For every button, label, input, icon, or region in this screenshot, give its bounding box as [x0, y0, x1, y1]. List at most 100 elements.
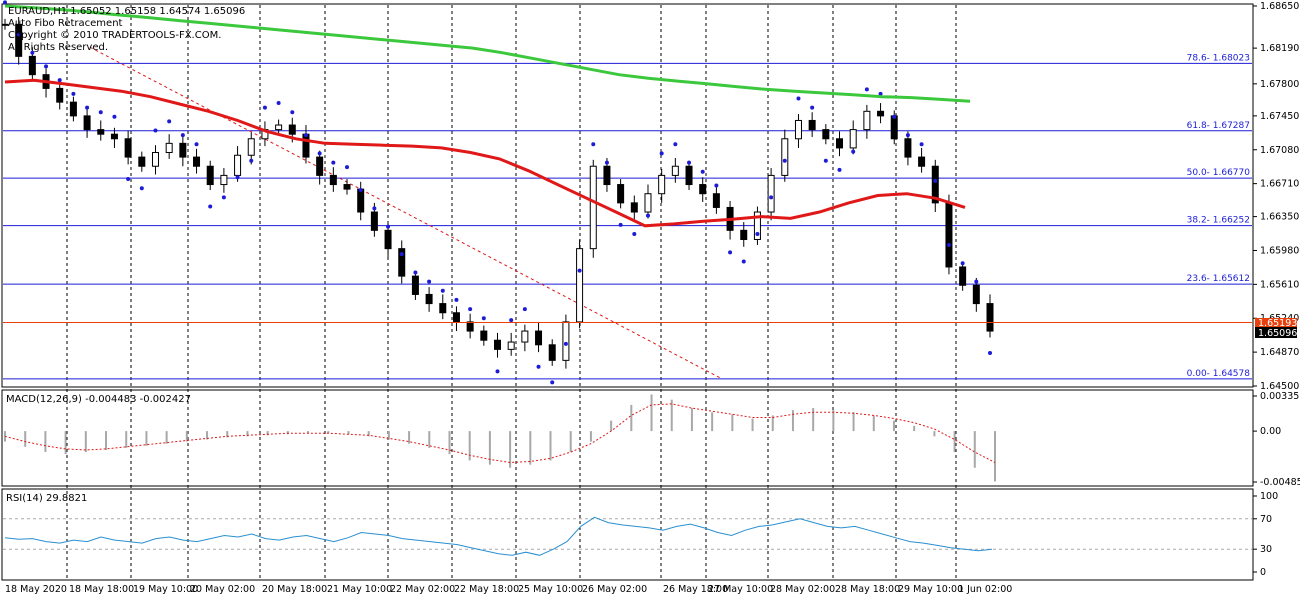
sar-dot — [440, 288, 445, 293]
sar-dot — [851, 149, 856, 154]
sar-dot — [755, 232, 760, 236]
sar-dot — [933, 178, 938, 183]
sar-dot — [290, 110, 295, 115]
candle-body — [644, 193, 652, 213]
candle-body — [767, 174, 775, 213]
candle-body — [357, 188, 365, 213]
sar-dot — [988, 351, 992, 356]
candle-body — [959, 266, 967, 286]
candles — [1, 16, 994, 369]
sar-dot — [386, 224, 391, 229]
candle-body — [576, 248, 584, 323]
sar-dot — [98, 110, 103, 115]
sar-dot — [700, 169, 705, 174]
candle-body — [945, 202, 953, 268]
candle-body — [1, 23, 9, 26]
candle-body — [836, 138, 844, 149]
time-tick-label: 27 May 10:00 — [708, 584, 773, 595]
candle-body — [658, 174, 666, 195]
sar-dot — [919, 142, 924, 147]
candle-body — [548, 344, 556, 361]
sar-dot — [782, 158, 787, 163]
sar-dot — [427, 279, 432, 284]
candle-body — [384, 229, 392, 250]
time-tick-label: 28 May 18:00 — [835, 584, 900, 595]
bid-price-tag — [1255, 318, 1297, 328]
candle-body — [302, 133, 310, 158]
candle-body — [220, 174, 228, 186]
macd-tick-label: 0.00335 — [1260, 391, 1299, 402]
candle-body — [863, 110, 871, 131]
candle-body — [97, 129, 105, 135]
candle-body — [972, 284, 980, 305]
copyright-text: Copyright © 2010 TRADERTOOLS-FX.COM. — [8, 30, 221, 41]
sar-dot — [194, 142, 199, 147]
time-tick-label: 18 May 2020 — [5, 584, 67, 595]
candle-body — [986, 303, 994, 332]
sar-dot — [878, 91, 883, 96]
candle-body — [234, 154, 242, 176]
candle-body — [69, 101, 77, 117]
candle-body — [288, 124, 296, 135]
candle-body — [521, 330, 529, 343]
candle-body — [247, 138, 255, 156]
current-price-text: 1.65096 — [1258, 328, 1297, 339]
price-tick-label: 1.67800 — [1260, 79, 1299, 90]
candle-body — [671, 165, 679, 176]
candle-body — [589, 165, 597, 250]
sar-dot — [85, 105, 90, 110]
sar-dot — [249, 158, 254, 163]
current-price-tag — [1255, 327, 1297, 338]
sar-dot — [413, 270, 418, 275]
sar-dot — [71, 91, 76, 96]
sar-dot — [946, 242, 951, 247]
sar-dot — [509, 318, 514, 323]
sar-dot — [604, 160, 609, 165]
symbol-line: EURAUD,H1 1.65052 1.65158 1.64574 1.6509… — [8, 6, 245, 17]
macd-plot: 0.00335 0.00 -0.004856 — [4, 391, 1300, 488]
sar-dot — [358, 188, 363, 193]
candle-body — [370, 211, 378, 231]
time-tick-label: 26 May 02:00 — [582, 584, 647, 595]
sar-dot — [769, 195, 774, 200]
time-tick-label: 25 May 10:00 — [518, 584, 583, 595]
sar-dot — [345, 165, 350, 170]
time-tick-label: 28 May 02:00 — [770, 584, 835, 595]
candle-body — [151, 152, 159, 167]
sar-dot — [810, 105, 815, 110]
sar-dot — [577, 268, 582, 273]
rsi-plot: 100 70 30 0 — [3, 491, 1278, 578]
sar-dot — [262, 105, 267, 110]
sar-dot — [563, 341, 568, 346]
candle-body — [193, 156, 201, 167]
rights-text: All Rights Reserved. — [8, 42, 108, 53]
sar-dot — [235, 175, 240, 180]
sar-dot — [728, 250, 733, 255]
price-tick-label: 1.68650 — [1260, 1, 1299, 12]
sar-dot — [221, 195, 226, 200]
candle-body — [904, 138, 912, 158]
sar-dot — [495, 369, 500, 374]
fibo-level-label: 23.6- 1.65612 — [1187, 274, 1250, 284]
sar-dot — [823, 158, 828, 163]
fibo-level-label: 38.2- 1.66252 — [1187, 216, 1250, 226]
candle-body — [712, 193, 720, 208]
candle-body — [28, 55, 36, 76]
candle-body — [877, 110, 885, 117]
sar-dot — [905, 133, 910, 138]
sar-dot — [3, 0, 7, 5]
candle-body — [890, 115, 898, 140]
candle-body — [753, 211, 761, 240]
fibo-level-label: 50.0- 1.66770 — [1187, 168, 1251, 178]
candle-body — [110, 133, 118, 140]
rsi-tick-label: 30 — [1260, 544, 1272, 555]
rsi-tick-label: 70 — [1260, 514, 1272, 525]
rsi-panel-frame — [1, 488, 1254, 581]
sar-dot — [864, 87, 869, 92]
rsi-tick-label: 100 — [1260, 491, 1278, 502]
sar-dot — [468, 307, 473, 312]
candle-body — [165, 142, 173, 154]
candle-body — [56, 87, 64, 103]
